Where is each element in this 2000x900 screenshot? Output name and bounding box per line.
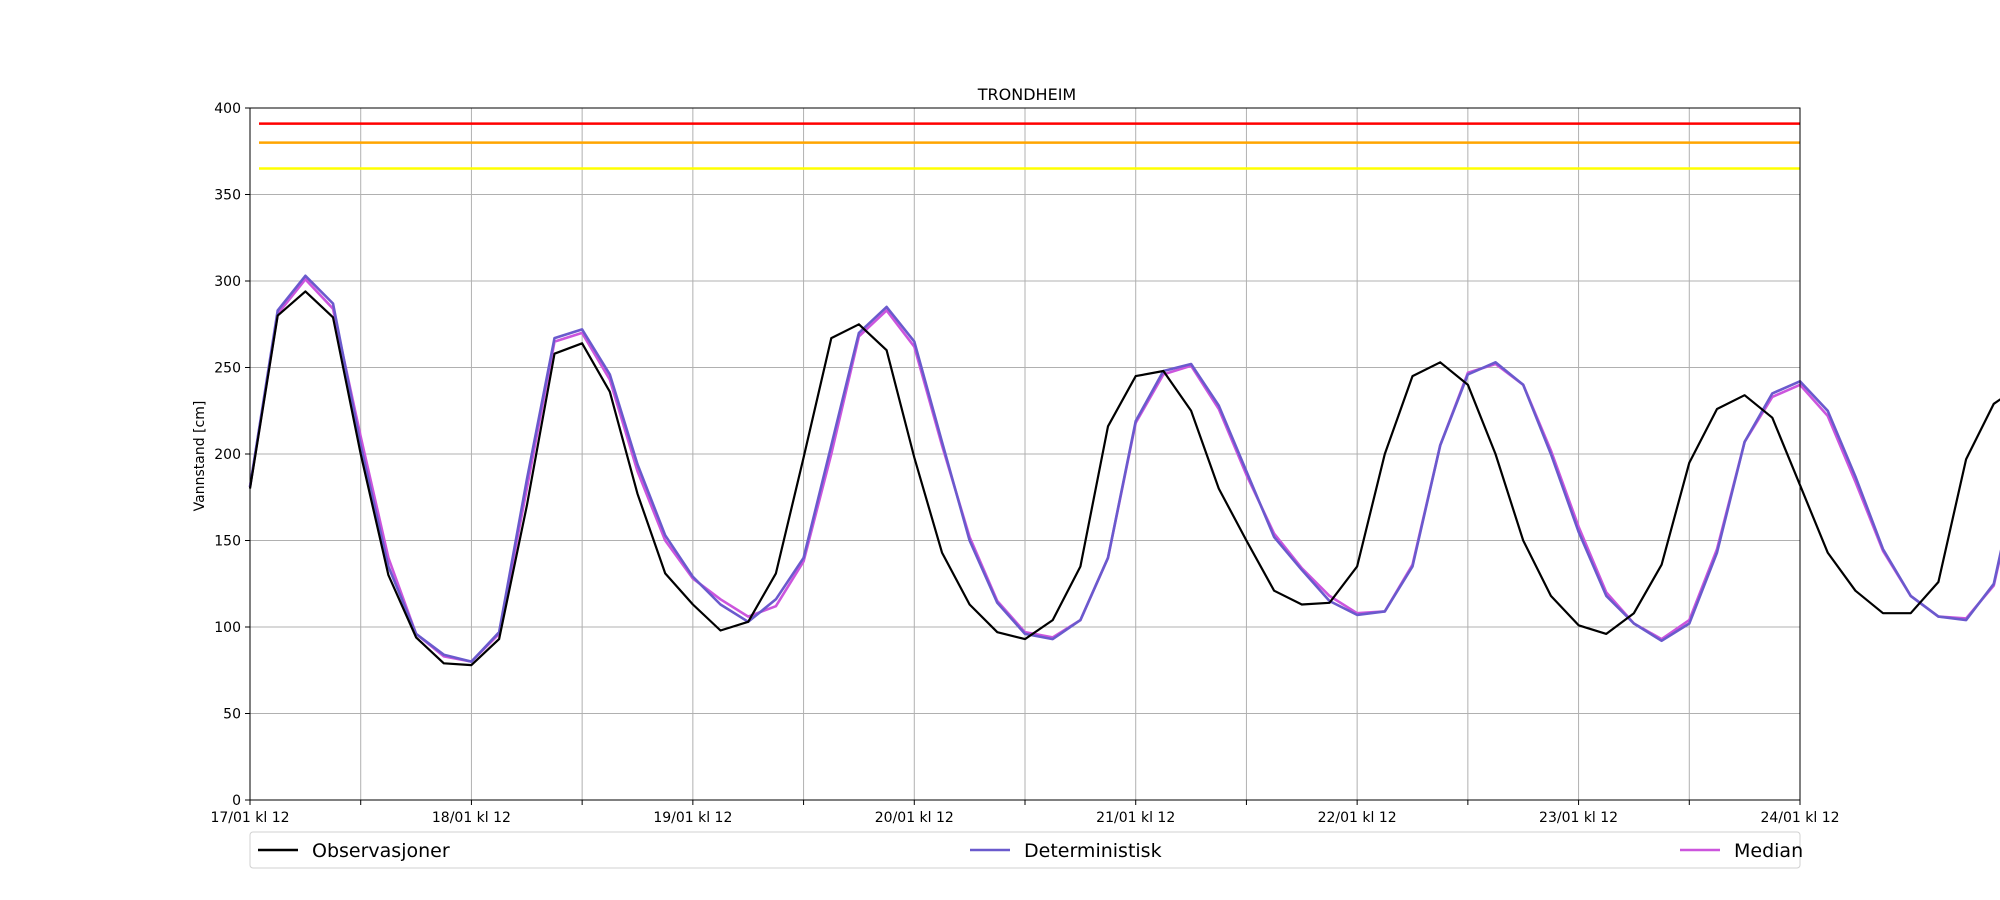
y-tick-label: 400 <box>214 101 241 117</box>
y-tick-label: 100 <box>214 620 241 636</box>
x-tick-label: 24/01 kl 12 <box>1760 810 1839 826</box>
y-tick-label: 50 <box>223 707 241 723</box>
legend: Observasjoner Deterministisk Median <box>249 831 1803 869</box>
y-tick-label: 300 <box>214 274 241 290</box>
legend-label: Median <box>1734 840 1803 862</box>
x-tick-label: 23/01 kl 12 <box>1539 810 1618 826</box>
series-lines <box>248 274 2000 667</box>
x-tick-label: 19/01 kl 12 <box>653 810 732 826</box>
legend-box <box>249 831 1801 869</box>
series-line-observasjoner <box>248 290 2000 667</box>
legend-label: Deterministisk <box>1024 840 1162 862</box>
y-tick-label: 250 <box>214 361 241 377</box>
y-axis-label: Vannstand [cm] <box>192 401 208 512</box>
x-tick-label: 21/01 kl 12 <box>1096 810 1175 826</box>
x-tick-label: 20/01 kl 12 <box>875 810 954 826</box>
series-line-median <box>248 277 2000 663</box>
y-tick-label: 350 <box>214 188 241 204</box>
grid <box>249 107 1801 801</box>
x-tick-label: 18/01 kl 12 <box>432 810 511 826</box>
series-line-deterministisk <box>248 274 2000 663</box>
legend-label: Observasjoner <box>312 840 450 862</box>
x-tick-label: 22/01 kl 12 <box>1318 810 1397 826</box>
x-tick-label: 17/01 kl 12 <box>210 810 289 826</box>
y-tick-label: 200 <box>214 447 241 463</box>
y-tick-label: 150 <box>214 534 241 550</box>
chart-title: TRONDHEIM <box>977 85 1076 104</box>
y-tick-label: 0 <box>232 793 241 809</box>
threshold-lines <box>259 122 1800 170</box>
axes: 0 50 100 150 200 250 300 350 400 17/01 kl 12 18/01… <box>210 101 1839 826</box>
